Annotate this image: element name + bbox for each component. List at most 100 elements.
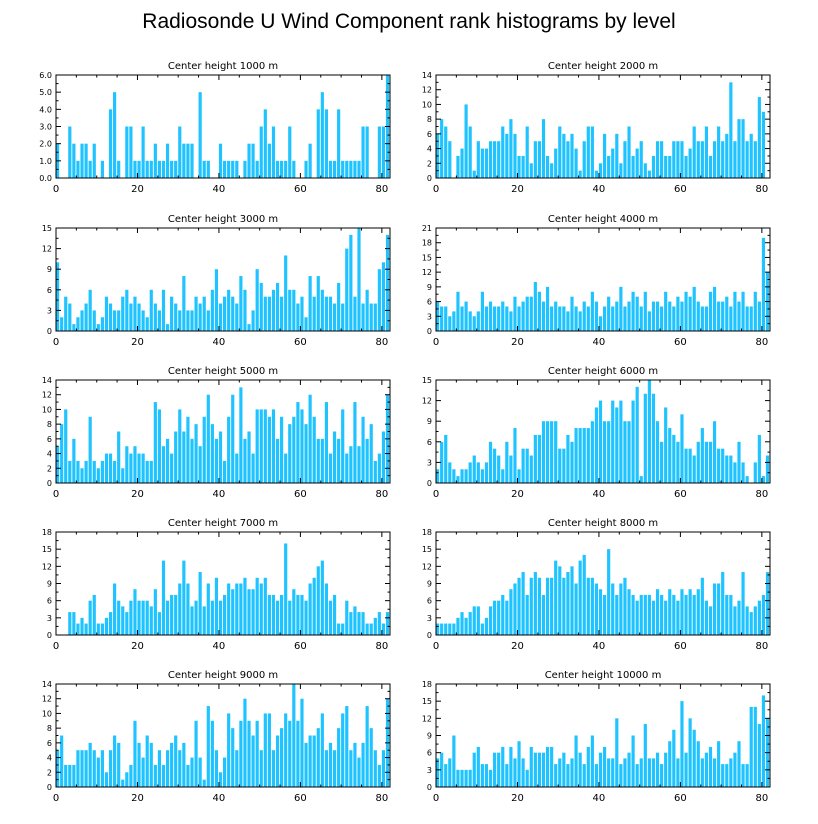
histogram-bar <box>533 752 537 787</box>
histogram-bar <box>456 155 460 178</box>
histogram-bar <box>223 460 227 483</box>
histogram-bar <box>651 393 656 483</box>
histogram-bar <box>692 729 696 787</box>
histogram-bar <box>235 453 239 483</box>
histogram-bar <box>541 752 546 787</box>
histogram-bar <box>100 160 104 178</box>
histogram-bar <box>308 394 312 483</box>
histogram-bar <box>113 735 117 787</box>
y-tick-label: 4 <box>427 145 432 154</box>
histogram-bar <box>717 448 721 483</box>
histogram-bar <box>684 291 688 331</box>
histogram-bar <box>704 600 709 635</box>
histogram-bar <box>271 289 276 331</box>
x-tick-label: 60 <box>674 184 687 195</box>
histogram-bar <box>381 126 386 178</box>
y-tick-label: 0 <box>427 631 432 640</box>
histogram-bar <box>476 311 480 331</box>
histogram-bar <box>749 612 753 635</box>
histogram-bar <box>96 468 100 483</box>
histogram-bar <box>529 577 533 635</box>
histogram-bar <box>108 109 113 178</box>
histogram-bar <box>223 757 227 787</box>
histogram-bar <box>497 141 501 178</box>
histogram-bar <box>170 296 174 331</box>
histogram-bar <box>729 82 733 178</box>
histogram-bar <box>365 706 369 787</box>
histogram-bar <box>558 126 562 178</box>
histogram-bar <box>737 441 741 483</box>
histogram-bar <box>341 160 345 178</box>
histogram-bar <box>692 286 696 331</box>
histogram-bar <box>231 589 235 635</box>
histogram-bar <box>288 720 292 787</box>
histogram-bar <box>664 155 668 178</box>
histogram-bar <box>753 606 757 635</box>
histogram-bar <box>161 446 166 483</box>
histogram-bar <box>149 606 153 635</box>
histogram-bar <box>247 589 251 635</box>
histogram-bar <box>729 758 733 787</box>
histogram-bar <box>737 119 741 178</box>
histogram-bar <box>696 441 700 483</box>
histogram-bar <box>141 757 145 787</box>
histogram-bar <box>615 407 619 483</box>
histogram-bar <box>121 468 125 483</box>
histogram-bar <box>733 752 737 787</box>
histogram-bar <box>153 303 157 331</box>
histogram-bar <box>708 746 713 787</box>
histogram-bar <box>206 160 210 178</box>
histogram-bar <box>700 141 704 178</box>
histogram-bar <box>377 764 381 787</box>
histogram-bar <box>676 296 680 331</box>
histogram-bar <box>178 126 182 178</box>
histogram-bar <box>615 133 619 178</box>
histogram-bar <box>304 160 308 178</box>
histogram-bar <box>68 303 72 331</box>
y-tick-label: 2 <box>427 159 432 168</box>
histogram-bar <box>153 764 157 787</box>
histogram-bar <box>517 469 521 483</box>
y-tick-label: 6 <box>47 739 52 748</box>
histogram-bar <box>700 306 704 331</box>
histogram-bar <box>104 617 109 635</box>
histogram-bar <box>660 441 664 483</box>
histogram-bar <box>377 126 381 178</box>
histogram-bar <box>141 600 145 635</box>
histogram-bar <box>133 160 137 178</box>
histogram-bar <box>611 758 615 787</box>
y-tick-label: 3 <box>47 614 52 623</box>
histogram-bar <box>182 431 186 483</box>
histogram-bar <box>328 453 333 483</box>
histogram-bar <box>476 462 480 483</box>
x-tick-label: 20 <box>511 793 524 804</box>
histogram-bar <box>603 594 607 635</box>
histogram-bar <box>631 400 635 483</box>
histogram-bar <box>558 448 562 483</box>
histogram-bar <box>436 758 440 787</box>
histogram-bar <box>725 296 729 331</box>
histogram-bar <box>664 752 668 787</box>
histogram-bar <box>304 317 308 331</box>
histogram-bar <box>206 394 210 483</box>
histogram-bar <box>672 594 676 635</box>
histogram-bar <box>377 453 381 483</box>
histogram-bar <box>696 141 700 178</box>
histogram-bar <box>64 409 68 483</box>
histogram-panel: Center height 4000 m 0 20 40 60 80 0 3 6 9 12 15 18 2… <box>422 214 771 348</box>
histogram-bar <box>243 160 247 178</box>
x-tick-label: 40 <box>593 489 606 500</box>
histogram-bar <box>501 126 505 178</box>
y-tick-label: 9 <box>427 580 432 589</box>
histogram-bar <box>505 133 509 178</box>
histogram-bar <box>80 750 84 787</box>
histogram-bar <box>227 160 231 178</box>
panel-title: Center height 6000 m <box>548 366 658 377</box>
histogram-bar <box>84 143 88 178</box>
x-tick-label: 0 <box>433 641 439 652</box>
histogram-bar <box>586 577 590 635</box>
y-tick-label: 6 <box>47 286 52 295</box>
histogram-bar <box>712 758 717 787</box>
histogram-bar <box>521 758 525 787</box>
histogram-bar <box>288 600 292 635</box>
